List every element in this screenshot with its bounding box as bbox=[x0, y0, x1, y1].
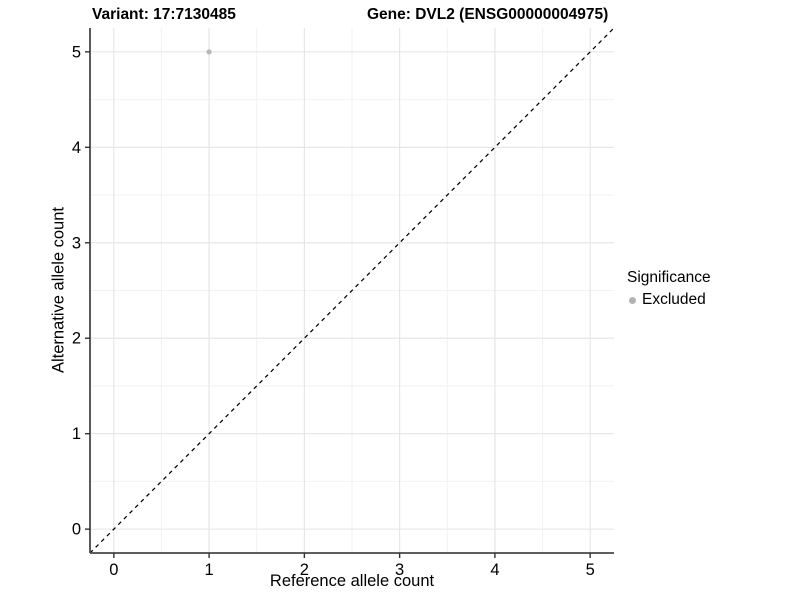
legend-item-excluded: Excluded bbox=[627, 291, 711, 309]
legend: Significance Excluded bbox=[627, 268, 711, 309]
y-axis-title: Alternative allele count bbox=[49, 207, 68, 374]
data-point bbox=[206, 49, 212, 55]
x-tick-label: 2 bbox=[300, 561, 309, 579]
legend-item-label: Excluded bbox=[642, 291, 706, 308]
x-tick-label: 0 bbox=[109, 561, 118, 579]
x-axis-title: Reference allele count bbox=[269, 572, 435, 590]
gene-title: Gene: DVL2 (ENSG00000004975) bbox=[367, 6, 609, 23]
x-tick-label: 5 bbox=[586, 561, 595, 579]
x-tick-label: 1 bbox=[204, 561, 213, 579]
y-tick-label: 2 bbox=[72, 330, 81, 348]
variant-title: Variant: 17:7130485 bbox=[92, 6, 236, 23]
y-tick-label: 0 bbox=[72, 521, 81, 539]
identity-line bbox=[89, 27, 615, 554]
y-tick-label: 3 bbox=[72, 234, 81, 252]
y-tick-label: 1 bbox=[72, 425, 81, 443]
x-tick-label: 4 bbox=[490, 561, 499, 579]
legend-title: Significance bbox=[627, 269, 711, 286]
x-tick-label: 3 bbox=[395, 561, 404, 579]
y-tick-label: 5 bbox=[72, 43, 81, 61]
y-tick-label: 4 bbox=[72, 139, 81, 157]
excluded-point-icon bbox=[629, 296, 636, 304]
